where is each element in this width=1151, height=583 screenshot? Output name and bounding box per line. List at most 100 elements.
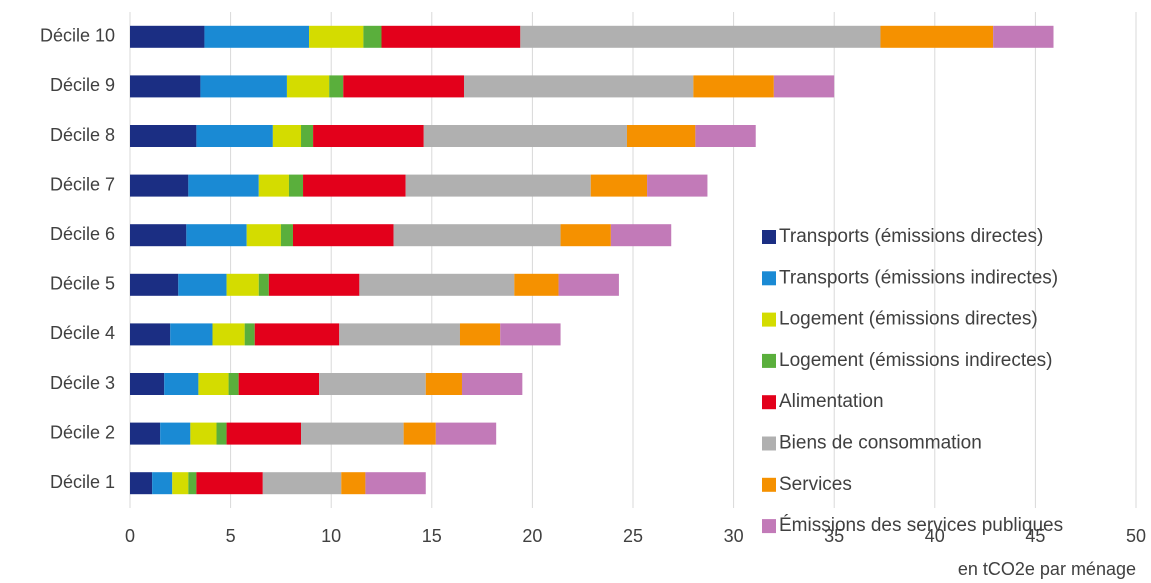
bar-segment bbox=[258, 174, 289, 197]
bar-segment bbox=[695, 125, 756, 147]
bar-segment bbox=[693, 75, 774, 98]
legend-label: Biens de consommation bbox=[779, 433, 982, 454]
bar-segment bbox=[178, 273, 227, 296]
bar-segment bbox=[363, 25, 382, 48]
bar-segment bbox=[188, 472, 197, 495]
bar-segment bbox=[130, 125, 197, 147]
legend-swatch bbox=[762, 312, 776, 327]
bar-segment bbox=[461, 373, 523, 395]
x-tick-label: 10 bbox=[321, 526, 341, 546]
bar-segment bbox=[301, 422, 404, 445]
bar-segment bbox=[226, 422, 302, 445]
x-tick-label: 45 bbox=[1025, 526, 1045, 546]
bar-segment bbox=[254, 323, 340, 346]
y-tick-label: Décile 2 bbox=[50, 422, 115, 442]
x-tick-label: 50 bbox=[1126, 526, 1146, 546]
bar-segment bbox=[226, 273, 259, 296]
bar-segment bbox=[647, 174, 708, 197]
bar-segment bbox=[500, 323, 561, 346]
bar-segment bbox=[558, 273, 619, 296]
bar-segment bbox=[514, 273, 559, 296]
bar-segment bbox=[303, 174, 406, 197]
bar-segment bbox=[200, 75, 287, 98]
bar-segment bbox=[130, 75, 201, 98]
bar-segment bbox=[393, 224, 561, 247]
bar-segment bbox=[626, 125, 696, 147]
bar-segment bbox=[423, 125, 627, 147]
bar-segment bbox=[160, 422, 191, 445]
bar-segment bbox=[381, 25, 521, 48]
bar-segment bbox=[216, 422, 227, 445]
bar-segment bbox=[309, 25, 364, 48]
legend-label: Transports (émissions directes) bbox=[779, 226, 1043, 247]
bar-segment bbox=[365, 472, 426, 495]
y-tick-label: Décile 1 bbox=[50, 472, 115, 492]
legend-swatch bbox=[762, 436, 776, 451]
bar-segment bbox=[463, 75, 694, 98]
bar-segment bbox=[313, 125, 424, 147]
bar-segment bbox=[246, 224, 281, 247]
legend-swatch bbox=[762, 353, 776, 368]
bar-segment bbox=[164, 373, 199, 395]
x-tick-label: 25 bbox=[623, 526, 643, 546]
x-tick-label: 0 bbox=[125, 526, 135, 546]
bar-segment bbox=[425, 373, 462, 395]
bar-segment bbox=[405, 174, 591, 197]
y-tick-label: Décile 3 bbox=[50, 373, 115, 393]
bar-segment bbox=[238, 373, 320, 395]
bar-segment bbox=[190, 422, 217, 445]
bar-segment bbox=[288, 174, 304, 197]
y-tick-label: Décile 10 bbox=[40, 26, 115, 46]
bar-segment bbox=[130, 323, 171, 346]
x-tick-label: 15 bbox=[422, 526, 442, 546]
bar-segment bbox=[172, 472, 189, 495]
bar-segment bbox=[272, 125, 302, 147]
legend-label: Transports (émissions indirectes) bbox=[779, 267, 1058, 288]
bar-segment bbox=[459, 323, 501, 346]
y-tick-label: Décile 7 bbox=[50, 174, 115, 194]
y-tick-label: Décile 8 bbox=[50, 125, 115, 145]
bar-segment bbox=[520, 25, 881, 48]
bar-segment bbox=[329, 75, 344, 98]
bar-segment bbox=[152, 472, 173, 495]
x-tick-label: 40 bbox=[925, 526, 945, 546]
y-tick-label: Décile 6 bbox=[50, 224, 115, 244]
bar-segment bbox=[130, 25, 205, 48]
bar-segment bbox=[590, 174, 648, 197]
bar-segment bbox=[319, 373, 426, 395]
legend-swatch bbox=[762, 395, 776, 410]
x-tick-label: 35 bbox=[824, 526, 844, 546]
x-tick-label: 30 bbox=[724, 526, 744, 546]
bar-segment bbox=[880, 25, 994, 48]
bar-segment bbox=[130, 273, 179, 296]
y-tick-label: Décile 9 bbox=[50, 75, 115, 95]
bar-segment bbox=[262, 472, 342, 495]
bar-segment bbox=[170, 323, 213, 346]
bar-segment bbox=[343, 75, 464, 98]
bar-segment bbox=[204, 25, 310, 48]
legend-label: Logement (émissions directes) bbox=[779, 309, 1038, 330]
bar-segment bbox=[130, 373, 165, 395]
bar-segment bbox=[130, 224, 187, 247]
legend-swatch bbox=[762, 271, 776, 286]
bar-segment bbox=[301, 125, 314, 147]
bar-segment bbox=[130, 422, 161, 445]
bar-segment bbox=[130, 174, 189, 197]
legend-label: Logement (émissions indirectes) bbox=[779, 350, 1053, 371]
y-tick-label: Décile 4 bbox=[50, 323, 115, 343]
bar-segment bbox=[359, 273, 515, 296]
bar-segment bbox=[258, 273, 269, 296]
legend-label: Émissions des services publiques bbox=[779, 515, 1063, 536]
bar-segment bbox=[403, 422, 436, 445]
bar-segment bbox=[198, 373, 229, 395]
bar-segment bbox=[186, 224, 247, 247]
bar-segment bbox=[196, 472, 263, 495]
bar-segment bbox=[610, 224, 672, 247]
bar-segment bbox=[560, 224, 611, 247]
legend-swatch bbox=[762, 477, 776, 492]
bar-segment bbox=[286, 75, 330, 98]
bar-segment bbox=[244, 323, 255, 346]
legend-swatch bbox=[762, 519, 776, 534]
bar-segment bbox=[228, 373, 239, 395]
